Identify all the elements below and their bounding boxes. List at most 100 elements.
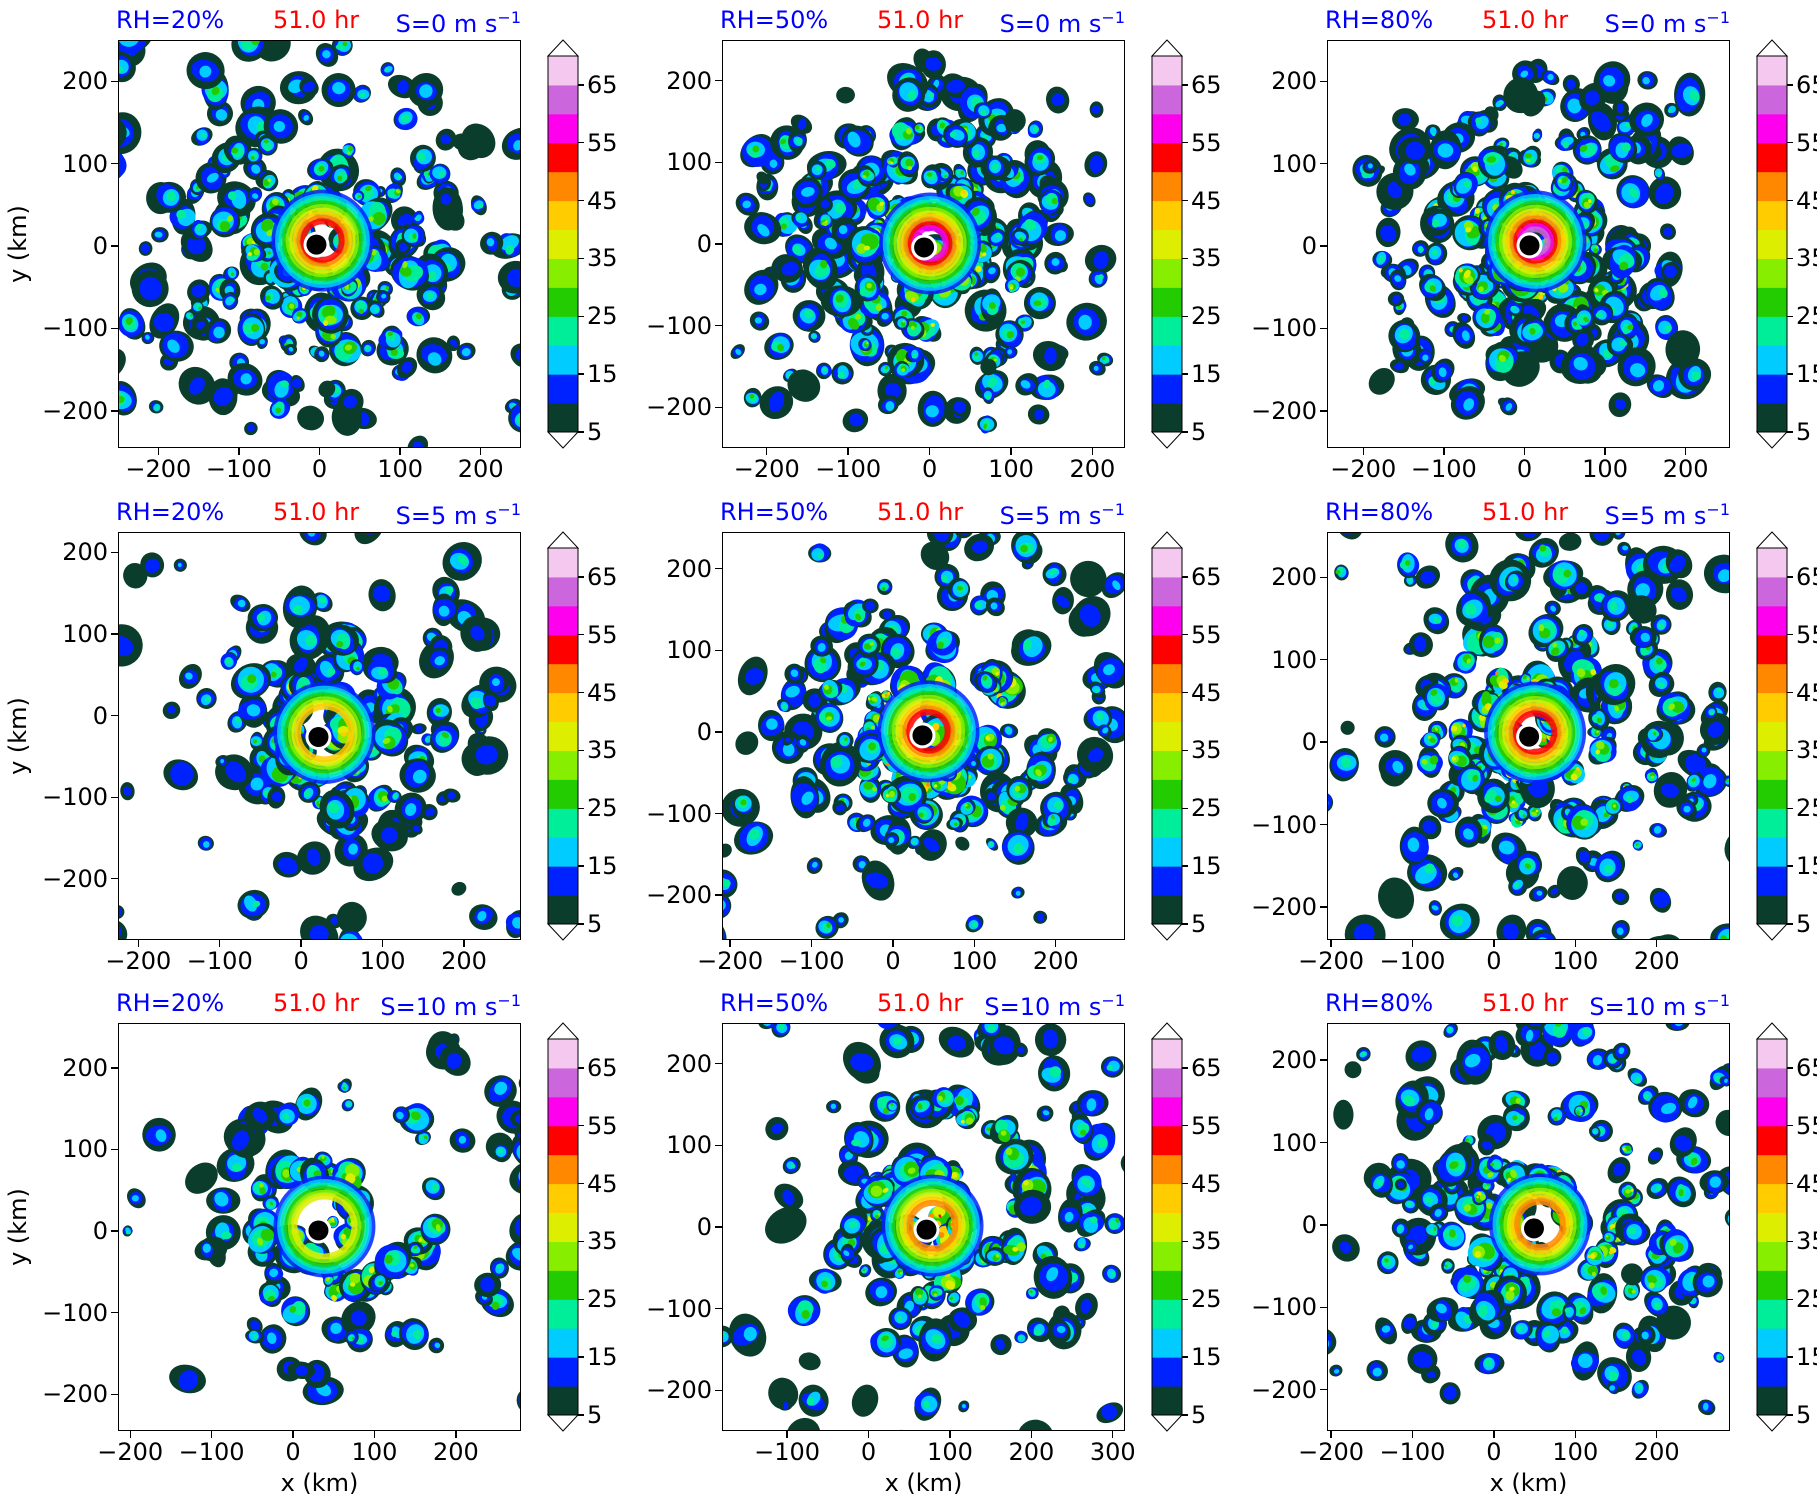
y-tick-mark <box>715 161 722 164</box>
precip-cell <box>1587 102 1617 141</box>
x-tick-label: −100 <box>205 455 272 483</box>
precip-cell <box>732 791 755 818</box>
colorbar-tick-mark <box>578 373 584 375</box>
precip-cell <box>1441 1258 1455 1274</box>
precip-cell <box>1388 319 1421 353</box>
precip-cell <box>723 892 732 919</box>
colorbar-tick-label: 45 <box>587 678 618 707</box>
precip-cell <box>259 1324 287 1354</box>
precip-cell <box>1026 1317 1052 1343</box>
colorbar-bin <box>548 895 578 925</box>
precip-cell <box>283 343 298 356</box>
precip-cell <box>1588 1125 1601 1139</box>
precip-cell <box>1452 321 1476 349</box>
y-tick-mark <box>111 80 118 82</box>
precip-cell <box>290 375 305 392</box>
shear-unit-exponent: −1 <box>1101 991 1125 1010</box>
colorbar-bin <box>548 1212 578 1242</box>
precip-cell <box>816 196 833 213</box>
precip-cell <box>728 1313 767 1357</box>
colorbar-extend-min <box>1150 923 1184 941</box>
colorbar-tick-mark <box>578 1356 584 1358</box>
colorbar-tick-mark <box>1787 315 1793 317</box>
x-tick-mark <box>1112 1431 1114 1438</box>
precip-cell <box>205 318 232 344</box>
x-tick-mark <box>129 1431 131 1438</box>
precip-cell <box>909 1094 935 1120</box>
precip-cell <box>808 330 821 343</box>
colorbar-tick-label: 25 <box>1191 794 1222 823</box>
precip-cell <box>1394 1178 1407 1191</box>
x-tick-label: −100 <box>186 947 253 975</box>
precip-cell <box>1450 386 1485 420</box>
colorbar-bin <box>548 1241 578 1271</box>
precip-cell <box>1417 348 1434 365</box>
y-tick-label: 200 <box>62 538 108 567</box>
colorbar-tick-label: 45 <box>1191 678 1222 707</box>
y-tick-mark <box>111 1148 118 1151</box>
panel-rh-label: RH=80% <box>1325 989 1434 1017</box>
colorbar-bin <box>1152 345 1182 375</box>
precip-cell <box>1452 215 1488 251</box>
panel-plot-area <box>722 40 1125 448</box>
colorbar-tick-label: 15 <box>1191 852 1222 881</box>
precip-cell <box>1644 277 1675 311</box>
y-tick-label: 100 <box>666 1131 712 1160</box>
precip-cell <box>119 381 137 416</box>
colorbar-bin <box>548 605 578 636</box>
precip-cell <box>237 693 268 728</box>
y-tick-mark <box>1320 410 1327 412</box>
precip-cell <box>778 1401 793 1411</box>
colorbar-bin <box>1152 1270 1182 1300</box>
reflectivity-field <box>1352 58 1712 420</box>
precip-cell <box>1646 1177 1669 1200</box>
precip-cell <box>1024 145 1056 176</box>
colorbar-graphic <box>546 1022 580 1432</box>
y-tick-label: −200 <box>1251 1375 1317 1404</box>
precip-cell <box>1611 920 1630 939</box>
colorbar-tick-mark <box>578 691 584 694</box>
shear-unit-exponent: −1 <box>1706 8 1730 27</box>
colorbar-tick-label: 5 <box>1191 910 1207 938</box>
y-tick-label: −200 <box>42 864 108 893</box>
panel-shear-label: S=0 m s−1 <box>999 8 1125 38</box>
precip-cell <box>926 533 954 547</box>
x-tick-label: 0 <box>293 947 309 975</box>
colorbar-bin <box>548 634 578 665</box>
precip-cell <box>817 213 834 229</box>
precip-cell <box>1678 1089 1710 1118</box>
x-tick-mark <box>1330 940 1332 947</box>
precip-cell <box>1089 681 1106 698</box>
colorbar-bin <box>1152 634 1182 665</box>
colorbar-tick-label: 55 <box>1191 620 1222 649</box>
colorbar-tick-label: 65 <box>1796 70 1817 99</box>
precip-cell <box>142 1117 176 1152</box>
precip-cell <box>1637 71 1658 90</box>
precip-cell <box>151 227 169 243</box>
precip-cell <box>314 346 330 363</box>
precip-cell <box>1625 1342 1652 1372</box>
precip-cell <box>1375 1317 1398 1345</box>
colorbar-tick-mark <box>1787 1298 1793 1300</box>
precip-cell <box>298 109 314 126</box>
precip-cell <box>1096 1402 1124 1424</box>
precip-cell <box>1076 1209 1106 1237</box>
precip-cell <box>390 255 429 291</box>
precip-cell <box>194 1238 222 1261</box>
precip-cell <box>870 1327 902 1358</box>
precip-cell <box>269 398 291 419</box>
precip-cell <box>163 759 199 791</box>
precip-cell <box>1447 1306 1484 1332</box>
precip-cell <box>1560 346 1603 384</box>
precip-cell <box>482 690 499 712</box>
colorbar-tick-label: 35 <box>1191 736 1222 765</box>
precip-cell <box>857 633 881 658</box>
precip-cell <box>985 350 1005 369</box>
x-tick-label: 200 <box>1633 1438 1680 1466</box>
colorbar-bin <box>548 663 578 694</box>
colorbar-tick-label: 55 <box>587 1111 618 1140</box>
precip-cell <box>1328 1420 1329 1431</box>
colorbar-tick-mark <box>1182 865 1188 867</box>
y-axis-label: y (km) <box>4 205 32 283</box>
precip-cell <box>1401 1313 1418 1334</box>
